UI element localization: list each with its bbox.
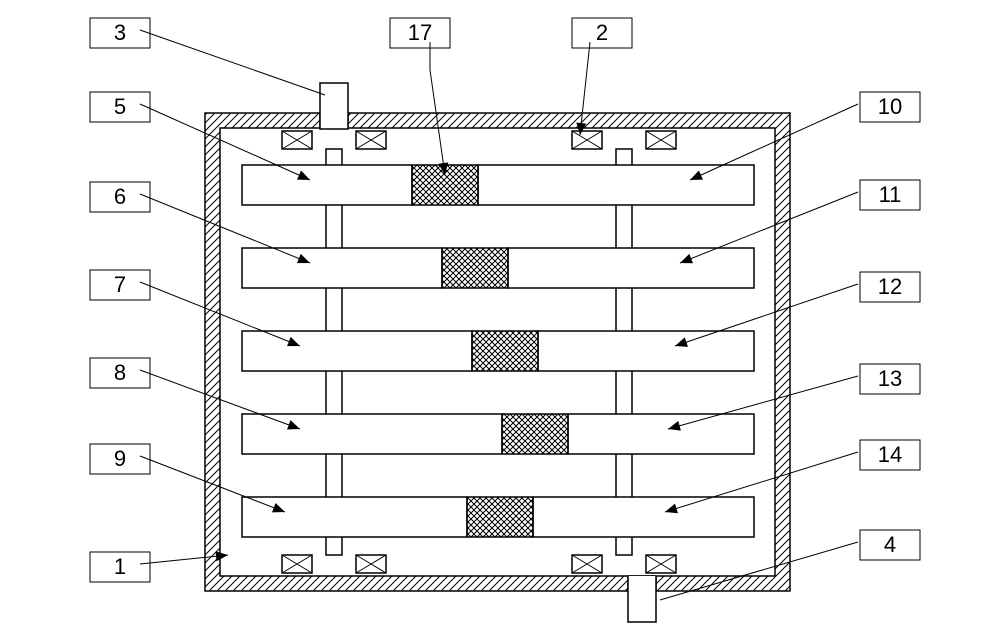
bar-row-1 (242, 165, 754, 205)
callout-number: 3 (114, 20, 126, 45)
coupling (467, 497, 533, 537)
callout-number: 6 (114, 184, 126, 209)
callout-number: 8 (114, 360, 126, 385)
bearing (572, 555, 602, 573)
coupling (472, 331, 538, 371)
callout-number: 5 (114, 94, 126, 119)
coupling (502, 414, 568, 454)
bearing (356, 131, 386, 149)
callout-number: 2 (596, 20, 608, 45)
bar-row-4 (242, 414, 754, 454)
callout-number: 10 (878, 94, 902, 119)
coupling (442, 248, 508, 288)
callout-number: 4 (884, 532, 896, 557)
bearing (282, 555, 312, 573)
callout-number: 17 (408, 20, 432, 45)
bearing (356, 555, 386, 573)
callout-number: 9 (114, 446, 126, 471)
callout-number: 12 (878, 274, 902, 299)
bearing (282, 131, 312, 149)
bearing (646, 555, 676, 573)
callout-number: 11 (879, 182, 902, 207)
technical-diagram: 3 17 2 5 6 7 8 9 1 10 11 12 13 14 4 (0, 0, 1000, 626)
callout-number: 14 (878, 442, 902, 467)
callout-3: 3 (90, 18, 325, 95)
bar-row-2 (242, 248, 754, 288)
callout-17: 17 (390, 18, 450, 175)
bearing (646, 131, 676, 149)
bar-row-3 (242, 331, 754, 371)
callout-number: 1 (114, 554, 126, 579)
callout-number: 13 (878, 366, 902, 391)
bearing (572, 131, 602, 149)
callout-number: 7 (114, 272, 126, 297)
bar-row-5 (242, 497, 754, 537)
